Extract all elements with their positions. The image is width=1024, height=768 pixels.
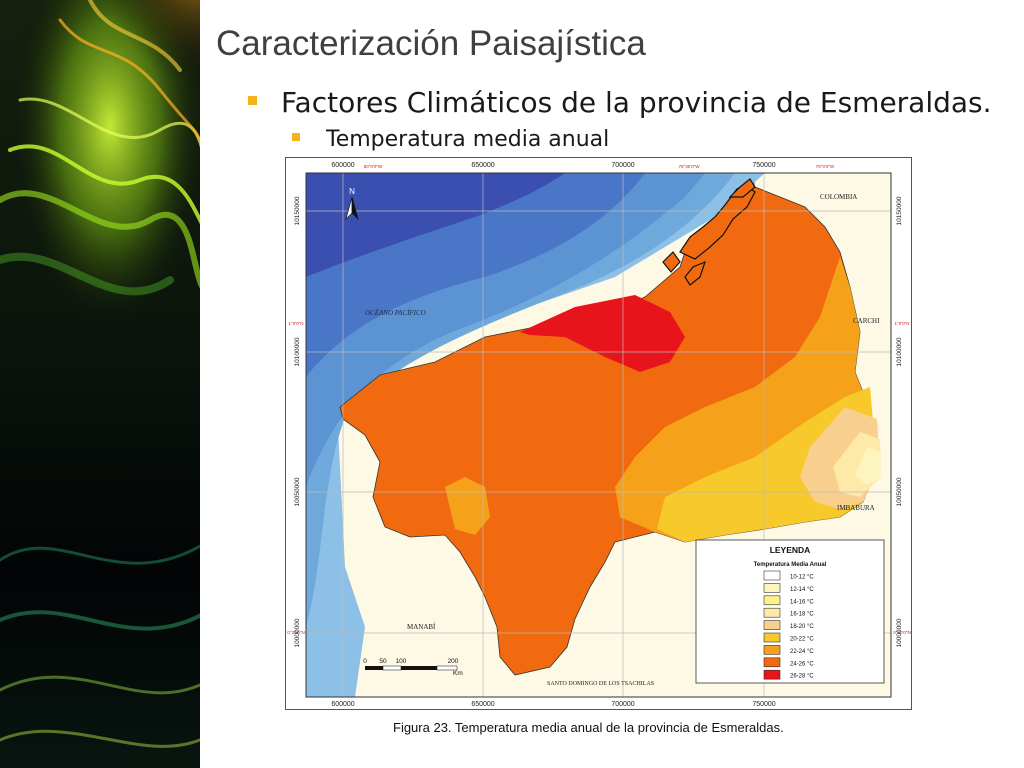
edge-tick-label: 0°30'0"N <box>893 630 911 635</box>
abstract-light-streaks-image <box>0 0 200 768</box>
scale-tick: 200 <box>448 658 459 665</box>
edge-tick-label: 80°0'0"W <box>364 164 383 169</box>
bullet-text: Temperatura media anual <box>326 127 610 152</box>
zone-26-28 <box>520 295 685 372</box>
ocean-band-deepest <box>306 173 565 277</box>
scale-tick: 50 <box>379 658 387 665</box>
legend-swatch <box>763 595 781 606</box>
x-tick-label: 600000 <box>331 701 354 708</box>
zone-22-24-south <box>445 477 490 535</box>
legend-label: 10-12 °C <box>790 575 814 581</box>
bullet-square-icon <box>248 95 257 105</box>
scale-bar: 0 50 100 200 Km <box>363 658 463 677</box>
edge-tick-label: 79°30'0"W <box>678 164 700 169</box>
legend-label: 18-20 °C <box>790 624 814 630</box>
y-tick-label: 10150000 <box>896 196 903 225</box>
figure-caption: Figura 23. Temperatura media anual de la… <box>393 720 784 735</box>
edge-tick-label: 1°0'0"N <box>288 321 303 326</box>
x-tick-label: 750000 <box>752 162 775 169</box>
map-inner-frame <box>305 172 892 698</box>
x-tick-label: 650000 <box>471 701 494 708</box>
map-legend: LEYENDA Temperatura Media Anual 10-12 °C… <box>695 539 885 684</box>
place-label-colombia: COLOMBIA <box>820 193 857 201</box>
legend-label: 20-22 °C <box>790 637 814 643</box>
legend-label: 26-28 °C <box>790 674 814 680</box>
y-tick-label: 10050000 <box>896 477 903 506</box>
x-tick-label: 700000 <box>611 701 634 708</box>
legend-swatch <box>763 607 781 618</box>
scale-tick: 100 <box>396 658 407 665</box>
north-arrow-icon: N <box>345 187 359 221</box>
bullet-climatic-factors: Factores Climáticos de la provincia de E… <box>248 86 992 119</box>
place-label-santo-domingo: SANTO DOMINGO DE LOS TSACHILAS <box>547 681 654 687</box>
scale-tick: 0 <box>363 658 367 665</box>
figure-label: Figura 23. <box>393 720 452 735</box>
legend-swatch <box>763 657 781 668</box>
edge-tick-label: 0°30'0"N <box>287 630 305 635</box>
zone-12-14 <box>855 447 881 485</box>
edge-tick-label: 79°0'0"W <box>816 164 835 169</box>
legend-title: LEYENDA <box>770 545 811 555</box>
legend-label: 22-24 °C <box>790 649 814 655</box>
scale-unit: Km <box>453 670 463 677</box>
place-label-carchi: CARCHI <box>853 317 880 325</box>
legend-label: 14-16 °C <box>790 599 814 605</box>
bullet-text: Factores Climáticos de la provincia de E… <box>281 86 992 119</box>
y-tick-label: 10000000 <box>294 618 301 647</box>
x-tick-label: 700000 <box>611 162 634 169</box>
legend-swatch <box>763 645 781 655</box>
north-label: N <box>349 187 355 196</box>
edge-tick-label: 1°0'0"N <box>894 321 909 326</box>
legend-swatch <box>763 669 781 680</box>
bullet-square-icon <box>292 133 300 141</box>
slide-title: Caracterización Paisajística <box>216 24 646 63</box>
legend-swatch <box>763 620 781 630</box>
legend-swatch <box>763 570 781 581</box>
legend-label: 12-14 °C <box>790 587 814 593</box>
y-tick-label: 10000000 <box>896 618 903 647</box>
place-label-ocean: OCÉANO PACÍFICO <box>365 309 426 317</box>
legend-label: 16-18 °C <box>790 612 814 618</box>
decorative-left-panel <box>0 0 200 768</box>
temperature-map: 600000 650000 700000 750000 600000 65000… <box>285 157 912 710</box>
graticule <box>306 173 891 697</box>
legend-swatch <box>763 632 781 643</box>
figure-caption-text: Temperatura media anual de la provincia … <box>451 720 784 735</box>
y-tick-label: 10050000 <box>294 477 301 506</box>
x-tick-label: 750000 <box>752 701 775 708</box>
place-label-imbabura: IMBABURA <box>837 504 875 512</box>
legend-subtitle: Temperatura Media Anual <box>754 562 827 568</box>
place-label-manabi: MANABÍ <box>407 623 436 631</box>
x-tick-label: 650000 <box>471 162 494 169</box>
y-tick-label: 10150000 <box>294 196 301 225</box>
y-tick-label: 10100000 <box>896 337 903 366</box>
mangrove-islands <box>662 178 756 286</box>
legend-swatch <box>763 583 781 593</box>
legend-label: 24-26 °C <box>790 661 814 667</box>
x-tick-label: 600000 <box>331 162 354 169</box>
bullet-annual-temperature: Temperatura media anual <box>292 127 609 152</box>
y-tick-label: 10100000 <box>294 337 301 366</box>
